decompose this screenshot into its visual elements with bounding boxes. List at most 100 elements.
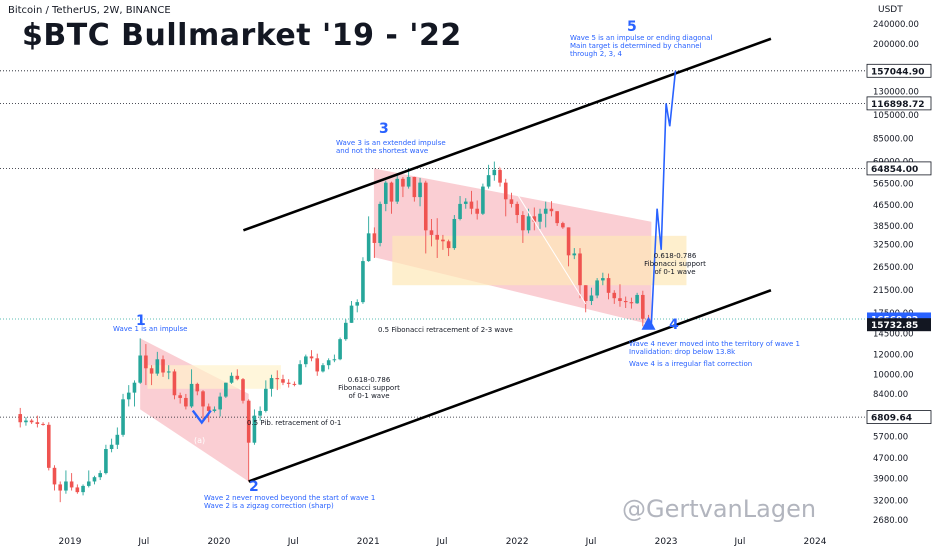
candle: [138, 355, 142, 383]
candle: [172, 371, 177, 396]
candle: [269, 378, 274, 389]
candle: [389, 182, 394, 202]
candle: [178, 395, 182, 398]
candle: [98, 473, 102, 478]
candle: [18, 414, 23, 423]
price-level-tag-label: 6809.64: [871, 414, 912, 424]
wave4-note: Wave 4 never moved into the territory of…: [629, 340, 800, 368]
candle: [595, 280, 599, 296]
candle: [292, 383, 297, 385]
fib-support-note-right: 0.618-0.786 Fibonacci support of 0-1 wav…: [644, 252, 706, 276]
candle: [46, 424, 51, 468]
candle: [446, 241, 451, 249]
candle: [561, 223, 565, 228]
candle: [304, 356, 308, 365]
wave2-note: Wave 2 never moved beyond the start of w…: [204, 494, 376, 510]
y-tick-label: 5700.00: [873, 433, 908, 443]
candle: [104, 448, 108, 474]
candle: [469, 201, 474, 209]
current-price-tag: [867, 318, 931, 332]
candle: [64, 481, 68, 491]
candle: [526, 216, 531, 231]
candle: [132, 382, 137, 393]
candle: [589, 295, 594, 302]
candle: [81, 485, 85, 493]
candle: [58, 484, 63, 491]
candle: [264, 388, 268, 411]
x-tick-label: Jul: [436, 537, 448, 547]
current-price-tag-label: 15732.85: [871, 321, 918, 331]
candle: [206, 406, 211, 411]
candle: [463, 201, 468, 204]
candle: [355, 302, 360, 306]
candle: [378, 203, 382, 243]
candle: [75, 487, 80, 493]
y-tick-label: 4700.00: [873, 454, 908, 464]
candle: [224, 382, 228, 397]
candle: [629, 302, 634, 304]
candle: [246, 400, 251, 443]
candle: [332, 359, 337, 361]
candle: [115, 434, 120, 445]
y-tick-label: 3200.00: [873, 496, 908, 506]
candle: [69, 481, 74, 488]
candle: [435, 234, 439, 240]
candle: [406, 176, 411, 187]
zone-fib-support-0-1-late: [392, 235, 687, 286]
candle: [572, 253, 577, 256]
candle: [623, 301, 628, 303]
candle: [338, 339, 342, 360]
x-tick-label: 2019: [59, 537, 82, 547]
wave5-note: Wave 5 is an impulse or ending diagonal …: [570, 34, 713, 58]
candle: [166, 371, 171, 373]
candle: [92, 477, 97, 482]
candle: [86, 481, 91, 486]
y-tick-label: 2680.00: [873, 516, 908, 526]
candle: [344, 322, 348, 340]
y-tick-label: 105000.00: [873, 111, 919, 121]
x-tick-label: 2020: [207, 537, 230, 547]
wave-1-label: 1: [136, 313, 146, 329]
upper-channel-line: [242, 37, 772, 232]
price-level-tag: [866, 63, 932, 78]
candle: [309, 356, 314, 359]
fib-retrace-note-23: 0.5 Fibonacci retracement of 2-3 wave: [378, 326, 513, 334]
y-tick-label: 38500.00: [873, 222, 914, 232]
y-tick-label: 8400.00: [873, 390, 908, 400]
candle: [155, 359, 160, 374]
candle: [503, 182, 508, 200]
candle: [326, 360, 331, 366]
candle: [481, 186, 485, 214]
wave-3-label: 3: [379, 121, 389, 137]
x-tick-label: 2024: [804, 537, 827, 547]
y-tick-label: 200000.00: [873, 40, 919, 50]
x-tick-label: Jul: [287, 537, 299, 547]
candle: [161, 359, 165, 373]
price-level-tag: [866, 161, 932, 176]
y-tick-label: 56500.00: [873, 180, 914, 190]
candle: [475, 208, 479, 214]
candle: [149, 368, 154, 374]
candle: [612, 292, 617, 299]
candle: [549, 208, 554, 212]
candle: [144, 355, 148, 369]
zone-fib-support-wave-1: [147, 365, 281, 389]
candle: [275, 378, 280, 380]
price-level-tag: [866, 410, 932, 424]
candle: [601, 278, 605, 281]
wave-5-label: 5: [627, 19, 637, 35]
wave-4-marker: [641, 316, 656, 330]
y-tick-label: 85000.00: [873, 135, 914, 145]
candle: [52, 467, 57, 485]
candle: [126, 392, 131, 400]
price-level-tag: [866, 96, 932, 111]
lower-channel-line: [248, 289, 772, 483]
candle: [281, 379, 285, 383]
candle: [184, 397, 188, 407]
candle: [212, 409, 217, 411]
candle: [195, 383, 200, 392]
candle: [298, 364, 302, 385]
candle: [41, 423, 45, 425]
wave-4-a-line: [499, 166, 587, 305]
